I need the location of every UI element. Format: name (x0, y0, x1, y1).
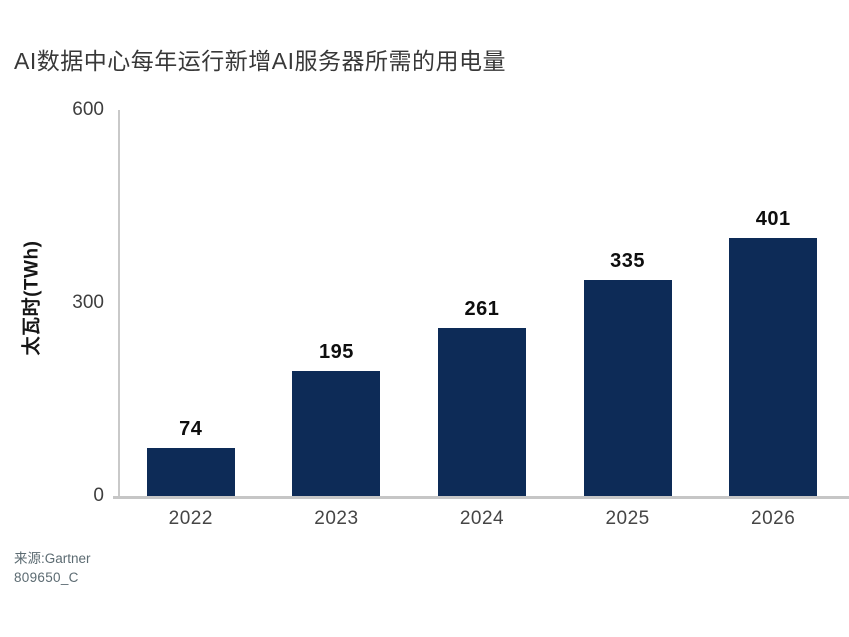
chart-title: AI数据中心每年运行新增AI服务器所需的用电量 (14, 48, 506, 74)
bar-value-label: 74 (179, 418, 203, 440)
bar-group: 195 (264, 341, 410, 496)
bar-group: 261 (409, 298, 555, 496)
source-label: 来源:Gartner (14, 551, 91, 566)
bar (146, 448, 235, 496)
bar-value-label: 261 (464, 298, 500, 320)
bar (292, 371, 381, 496)
bar-value-label: 401 (755, 208, 791, 230)
plot-area: 74 195 261 335 401 (113, 110, 849, 499)
document-id: 809650_C (14, 570, 79, 585)
x-axis-tick-labels: 2022 2023 2024 2025 2026 (118, 508, 846, 530)
y-tick-label: 600 (72, 99, 104, 120)
bar-group: 74 (118, 418, 264, 496)
bars-container: 74 195 261 335 401 (118, 110, 846, 496)
x-axis-line (113, 496, 849, 499)
bar (583, 280, 672, 496)
bar-group: 335 (555, 250, 701, 496)
x-tick-label: 2023 (314, 508, 359, 529)
y-axis-tick-labels: 0 300 600 (36, 100, 104, 506)
bar (437, 328, 526, 496)
y-tick-label: 300 (72, 292, 104, 313)
x-tick-label: 2022 (168, 508, 213, 529)
y-axis-line (118, 110, 120, 496)
x-tick-label: 2026 (751, 508, 796, 529)
x-tick-label: 2024 (459, 508, 505, 529)
bar-value-label: 195 (318, 341, 354, 363)
x-tick-label: 2025 (605, 508, 650, 529)
bar (729, 238, 818, 496)
bar-group: 401 (700, 208, 846, 496)
bar-value-label: 335 (610, 250, 646, 272)
y-tick-label: 0 (93, 485, 104, 506)
